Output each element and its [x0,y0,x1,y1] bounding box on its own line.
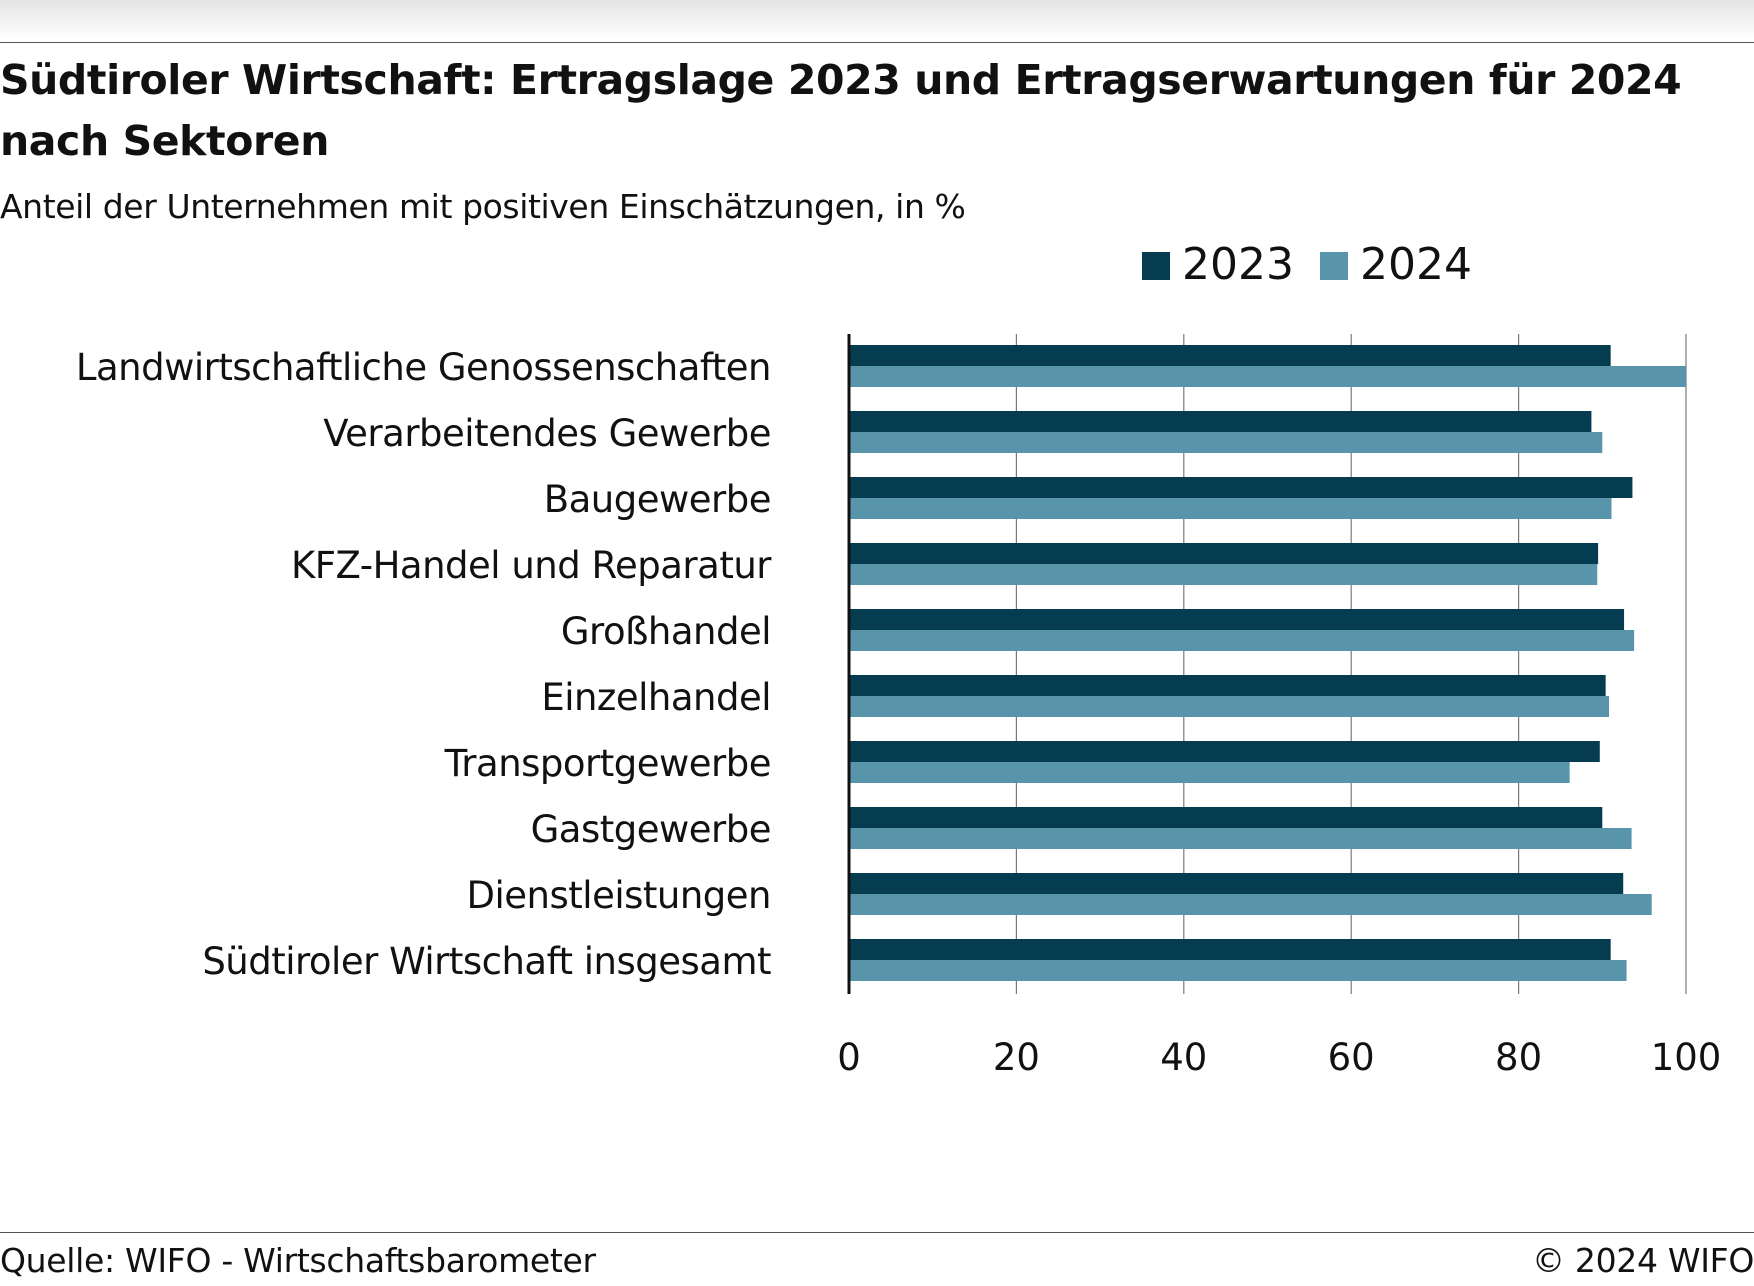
chart-title: Südtiroler Wirtschaft: Ertragslage 2023 … [0,56,1682,165]
category-label-5: Einzelhandel [541,676,771,719]
top-band [0,0,1754,40]
category-label-8: Dienstleistungen [467,874,771,917]
bottom-rule [0,1232,1754,1233]
bar-2024-7 [849,828,1632,849]
bar-2023-0 [849,345,1611,366]
bar-2023-9 [849,939,1611,960]
tick-labels: 0 20 40 60 80 100 [837,1036,1721,1079]
category-label-6: Transportgewerbe [444,742,771,785]
bar-2023-4 [849,609,1625,630]
copyright-note: © 2024 WIFO [1532,1241,1754,1280]
source-note: Quelle: WIFO - Wirtschaftsbarometer [0,1241,596,1280]
category-label-7: Gastgewerbe [531,808,771,851]
legend-swatch-2024 [1320,252,1348,280]
bar-2024-5 [849,696,1609,717]
category-label-9: Südtiroler Wirtschaft insgesamt [202,940,771,983]
tick-label-100: 100 [1651,1036,1722,1079]
bar-2024-8 [849,894,1652,915]
bar-2023-7 [849,807,1603,828]
category-label-0: Landwirtschaftliche Genossenschaften [76,346,771,389]
tick-label-80: 80 [1495,1036,1542,1079]
category-label-2: Baugewerbe [544,478,771,521]
tick-label-0: 0 [837,1036,861,1079]
top-rule [0,42,1754,43]
bar-2023-3 [849,543,1599,564]
bar-2024-3 [849,564,1598,585]
legend-label-2024: 2024 [1360,239,1472,290]
bar-2023-2 [849,477,1633,498]
bar-2024-4 [849,630,1635,651]
category-label-1: Verarbeitendes Gewerbe [323,412,771,455]
bar-2023-8 [849,873,1624,894]
chart-subtitle: Anteil der Unternehmen mit positiven Ein… [0,187,966,226]
tick-label-60: 60 [1328,1036,1375,1079]
bar-2024-0 [849,366,1686,387]
bar-2024-2 [849,498,1612,519]
legend-swatch-2023 [1142,252,1170,280]
bar-2024-9 [849,960,1627,981]
bar-2023-6 [849,741,1600,762]
category-label-3: KFZ-Handel und Reparatur [291,544,772,587]
bar-chart: Landwirtschaftliche Genossenschaften Vera… [76,334,1721,1079]
legend-label-2023: 2023 [1182,239,1294,290]
tick-label-40: 40 [1160,1036,1207,1079]
bars [849,345,1686,981]
bar-2023-1 [849,411,1592,432]
bar-2024-6 [849,762,1570,783]
category-labels: Landwirtschaftliche Genossenschaften Vera… [76,346,773,983]
bar-2024-1 [849,432,1603,453]
category-label-4: Großhandel [561,610,771,653]
bar-2023-5 [849,675,1606,696]
tick-label-20: 20 [993,1036,1040,1079]
